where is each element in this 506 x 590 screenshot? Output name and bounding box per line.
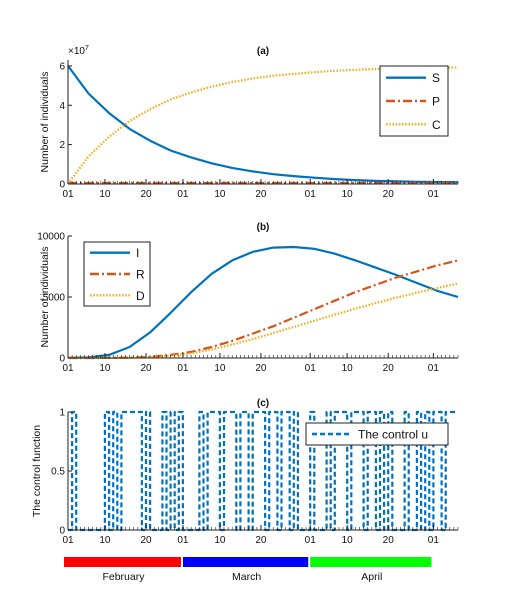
x-tick-label: 20 <box>255 535 267 546</box>
month-label: February <box>102 571 145 583</box>
x-tick-label: 20 <box>255 189 267 200</box>
month-bar: February March April <box>64 557 432 583</box>
y-tick-label: 5000 <box>43 293 66 304</box>
y-tick-label: 0 <box>59 526 65 537</box>
series-line-i <box>67 245 459 359</box>
legend-label: R <box>136 268 145 282</box>
y-tick-label: 10000 <box>37 232 65 243</box>
x-tick-label: 01 <box>305 535 317 546</box>
panel-title: (a) <box>257 46 269 57</box>
x-tick-label: 10 <box>342 535 354 546</box>
legend: The control u <box>305 422 449 446</box>
month-label: March <box>232 571 261 583</box>
x-tick-label: 01 <box>305 189 317 200</box>
y-tick-label: 0.5 <box>51 467 65 478</box>
series-line-s <box>67 65 459 184</box>
x-tick-label: 01 <box>177 189 189 200</box>
month-label: April <box>361 571 382 583</box>
y-tick-label: 0 <box>59 180 65 191</box>
x-tick-label: 10 <box>99 535 111 546</box>
x-tick-label: 10 <box>99 189 111 200</box>
y-tick-label: 0 <box>59 354 65 365</box>
x-tick-label: 01 <box>428 189 440 200</box>
x-tick-label: 20 <box>383 189 395 200</box>
x-tick-label: 01 <box>428 535 440 546</box>
x-tick-label: 20 <box>140 363 152 374</box>
x-tick-label: 10 <box>214 189 226 200</box>
y-axis-label: The control function <box>31 425 43 517</box>
x-tick-label: 10 <box>214 535 226 546</box>
x-tick-label: 20 <box>383 535 395 546</box>
x-tick-label: 01 <box>62 363 74 374</box>
panel-title: (b) <box>257 222 270 233</box>
x-tick-label: 01 <box>62 535 74 546</box>
x-tick-label: 10 <box>342 363 354 374</box>
x-tick-label: 20 <box>140 189 152 200</box>
x-tick-label: 01 <box>305 363 317 374</box>
x-tick-label: 20 <box>255 363 267 374</box>
x-tick-label: 10 <box>342 189 354 200</box>
legend-label: C <box>432 118 441 132</box>
x-tick-label: 10 <box>99 363 111 374</box>
panel-title: (c) <box>257 398 269 409</box>
legend-label: D <box>136 289 145 303</box>
legend: IRD <box>83 241 151 307</box>
x-tick-label: 01 <box>177 363 189 374</box>
y-multiplier: ×107 <box>68 45 89 57</box>
month-band-february <box>64 557 181 567</box>
month-band-march <box>182 557 309 567</box>
y-tick-label: 2 <box>59 140 65 151</box>
legend-label: S <box>432 71 440 85</box>
legend-label: P <box>432 95 440 109</box>
y-axis-label: Number of individuals <box>39 72 51 173</box>
x-tick-label: 01 <box>428 363 440 374</box>
legend: SPC <box>379 65 449 137</box>
x-tick-label: 01 <box>177 535 189 546</box>
y-tick-label: 6 <box>59 61 65 72</box>
x-tick-label: 10 <box>214 363 226 374</box>
x-tick-label: 20 <box>140 535 152 546</box>
month-band-april <box>310 557 432 567</box>
x-tick-label: 01 <box>62 189 74 200</box>
y-tick-label: 4 <box>59 101 65 112</box>
legend-label: I <box>136 246 139 260</box>
y-tick-label: 1 <box>59 408 65 419</box>
x-tick-label: 20 <box>383 363 395 374</box>
panel-b: (b) Number of individuals 01 10 20 01 10 20 01 10… <box>37 222 459 374</box>
legend-box <box>305 422 449 446</box>
legend-label: The control u <box>358 428 428 442</box>
y-axis-label: Number of individuals <box>39 247 51 348</box>
